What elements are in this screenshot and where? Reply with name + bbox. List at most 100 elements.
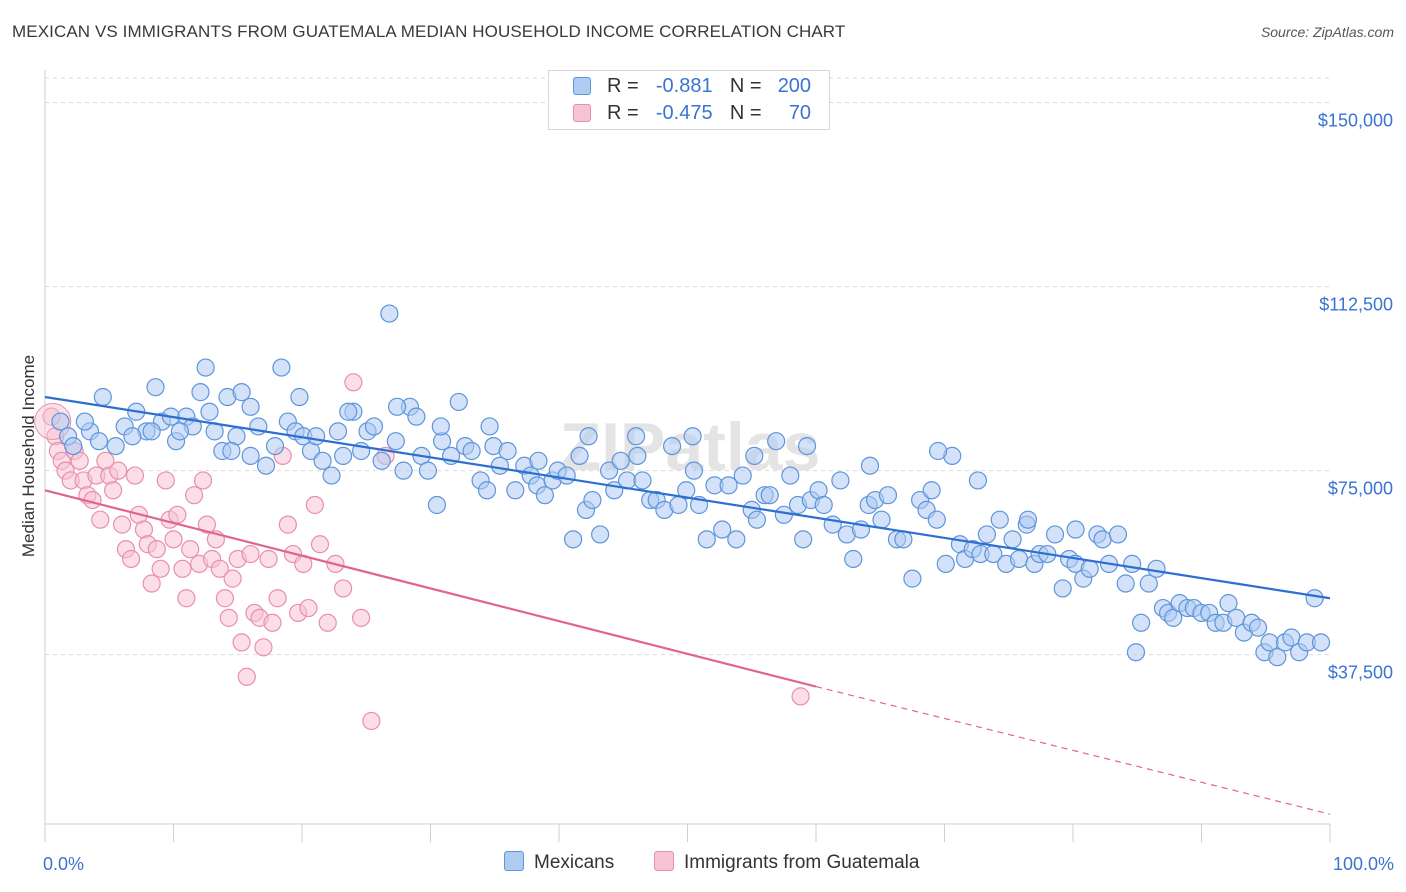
guatemala-point-24 xyxy=(142,574,161,593)
guatemala-point-52 xyxy=(263,613,282,632)
mexicans-point-150 xyxy=(1147,559,1166,578)
mexicans-point-76 xyxy=(626,427,646,446)
bottom-legend-mexicans: Mexicans xyxy=(504,851,614,874)
guatemala-point-41 xyxy=(215,589,234,608)
mexicans-point-161 xyxy=(1219,594,1238,613)
guatemala-point-45 xyxy=(232,633,251,652)
mexicans-point-194 xyxy=(142,422,161,441)
mexicans-point-91 xyxy=(733,466,752,485)
n-value-mexicans: 200 xyxy=(777,75,812,97)
mexicans-point-40 xyxy=(372,451,391,470)
mexicans-point-180 xyxy=(860,456,880,475)
mexicans-point-181 xyxy=(797,436,817,456)
bottom-legend-swatch-pink xyxy=(654,851,674,871)
mexicans-point-70 xyxy=(583,490,602,510)
guatemala-point-65 xyxy=(344,373,363,392)
mexicans-point-175 xyxy=(1126,643,1146,662)
mexicans-point-2 xyxy=(64,436,83,456)
mexicans-point-53 xyxy=(462,441,481,461)
y-tick-label-2: $112,500 xyxy=(1319,295,1393,315)
n-label: N = xyxy=(729,75,762,97)
mexicans-point-177 xyxy=(1018,510,1038,529)
axes xyxy=(44,70,1331,842)
guatemala-point-62 xyxy=(318,613,337,632)
guatemala-point-51 xyxy=(259,549,278,569)
legend-text-guatemala: R = -0.475 N = 70 xyxy=(607,102,811,125)
legend-swatch-pink xyxy=(573,104,591,122)
mexicans-point-25 xyxy=(265,436,285,456)
mexicans-point-148 xyxy=(1132,613,1151,632)
mexicans-point-128 xyxy=(990,510,1009,529)
guatemala-point-33 xyxy=(181,540,200,559)
mexicans-point-74 xyxy=(611,451,630,470)
mexicans-point-90 xyxy=(727,530,746,549)
mexicans-point-31 xyxy=(307,427,326,446)
mexicans-point-77 xyxy=(633,471,652,490)
guatemala-point-69 xyxy=(791,687,810,706)
n-label: N = xyxy=(729,102,762,124)
mexicans-point-33 xyxy=(322,466,341,485)
mexicans-point-22 xyxy=(241,446,260,466)
guatemala-point-31 xyxy=(173,559,192,578)
mexicans-point-67 xyxy=(564,530,583,549)
guatemala-point-17 xyxy=(112,515,132,534)
mexicans-point-89 xyxy=(719,476,738,495)
mexicans-point-143 xyxy=(1093,530,1112,549)
mexicans-point-120 xyxy=(936,554,955,573)
mexicans-point-21 xyxy=(232,383,251,402)
mexicans-point-176 xyxy=(1066,520,1085,539)
mexicans-point-72 xyxy=(600,461,619,480)
mexicans-point-178 xyxy=(968,471,988,490)
y-tick-label-0: $37,500 xyxy=(1328,663,1393,683)
mexicans-point-51 xyxy=(449,392,468,412)
mexicans-point-111 xyxy=(872,510,891,529)
mexicans-point-105 xyxy=(831,471,850,490)
guatemala-point-20 xyxy=(125,466,145,485)
guatemala-point-32 xyxy=(177,589,196,608)
guatemala-point-36 xyxy=(193,471,213,490)
mexicans-point-141 xyxy=(1080,559,1099,578)
x-tick-label-max: 100.0% xyxy=(1333,854,1394,874)
guatemala-point-27 xyxy=(156,471,175,490)
series-mexicans-points xyxy=(51,304,1331,667)
mexicans-point-187 xyxy=(480,417,499,436)
mexicans-point-47 xyxy=(418,461,438,480)
mexicans-point-4 xyxy=(89,432,109,451)
bottom-legend-guatemala: Immigrants from Guatemala xyxy=(654,851,919,874)
mexicans-point-0 xyxy=(51,412,70,431)
mexicans-point-93 xyxy=(747,510,766,529)
mexicans-point-126 xyxy=(977,525,997,544)
mexicans-point-185 xyxy=(579,427,598,446)
y-tick-label-3: $150,000 xyxy=(1318,111,1393,131)
mexicans-point-182 xyxy=(745,446,764,466)
guatemala-point-43 xyxy=(223,569,242,588)
mexicans-point-26 xyxy=(272,358,291,377)
mexicans-point-86 xyxy=(697,530,716,549)
mexicans-point-198 xyxy=(170,422,190,441)
mexicans-point-5 xyxy=(106,436,125,456)
mexicans-point-112 xyxy=(878,486,898,505)
mexicans-point-145 xyxy=(1108,525,1128,544)
x-tick-label-min: 0.0% xyxy=(43,854,84,874)
mexicans-point-115 xyxy=(903,569,922,588)
mexicans-point-100 xyxy=(794,530,813,549)
mexicans-point-41 xyxy=(380,304,399,323)
mexicans-point-193 xyxy=(191,383,210,402)
mexicans-point-103 xyxy=(814,495,833,515)
mexicans-point-81 xyxy=(662,436,682,456)
bottom-legend-label-guatemala: Immigrants from Guatemala xyxy=(684,852,920,873)
guatemala-point-61 xyxy=(310,535,330,554)
r-value-guatemala: -0.475 xyxy=(655,102,713,124)
guatemala-point-29 xyxy=(164,530,183,549)
r-value-mexicans: -0.881 xyxy=(655,75,713,97)
mexicans-point-71 xyxy=(591,525,610,544)
mexicans-point-130 xyxy=(1003,530,1022,549)
y-tick-labels: $37,500 $75,000 $112,500 $150,000 xyxy=(1318,111,1393,683)
mexicans-point-189 xyxy=(387,397,407,416)
bottom-legend-swatch-blue xyxy=(504,851,524,871)
mexicans-point-58 xyxy=(498,441,517,461)
mexicans-point-136 xyxy=(1045,525,1065,544)
guatemala-point-40 xyxy=(210,559,229,578)
legend-swatch-blue xyxy=(573,77,591,95)
mexicans-point-48 xyxy=(427,495,447,515)
